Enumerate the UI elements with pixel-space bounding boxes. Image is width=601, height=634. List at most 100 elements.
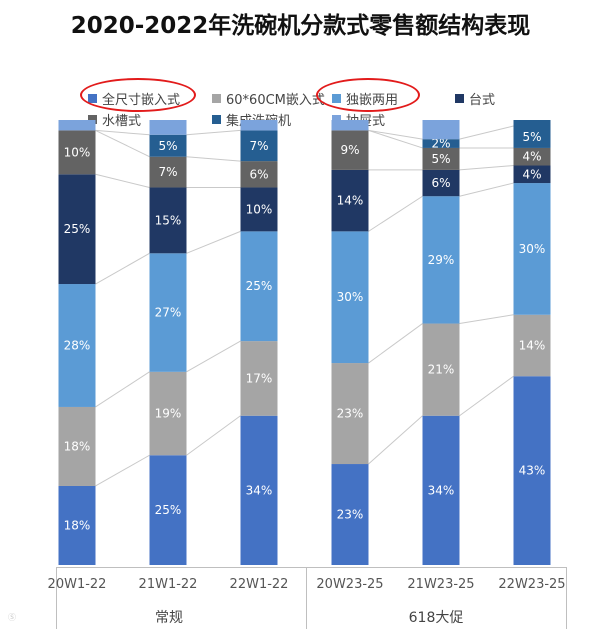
- data-label: 14%: [337, 194, 364, 208]
- data-label: 15%: [155, 213, 182, 227]
- data-label: 6%: [431, 176, 450, 190]
- connector-line: [459, 125, 514, 140]
- watermark: Ⓢ: [8, 613, 16, 622]
- bar-segment: [149, 134, 187, 157]
- connector-line: [95, 129, 150, 136]
- bar-segment: [149, 187, 187, 254]
- highlight-oval-full-size: [80, 78, 196, 112]
- data-label: 30%: [337, 290, 364, 304]
- data-label: 21%: [428, 363, 455, 377]
- bar-segment: [240, 161, 278, 188]
- connector-line: [186, 415, 241, 456]
- data-label: 10%: [64, 145, 91, 159]
- bar-segment: [240, 120, 278, 131]
- bar-segment: [331, 363, 369, 465]
- bar-segment: [149, 455, 187, 565]
- bar-segment: [422, 139, 460, 148]
- data-label: 19%: [155, 407, 182, 421]
- data-label: 5%: [431, 152, 450, 166]
- data-label: 25%: [64, 222, 91, 236]
- data-label: 14%: [519, 339, 546, 353]
- legend-label: 台式: [469, 93, 496, 108]
- data-label: 27%: [155, 306, 182, 320]
- bar-segment: [331, 464, 369, 565]
- bar-segment: [240, 130, 278, 162]
- connector-line: [368, 195, 423, 232]
- bar-segment: [240, 187, 278, 232]
- legend-swatch: [88, 115, 97, 124]
- connector-line: [368, 129, 423, 140]
- bar-segment: [149, 156, 187, 188]
- bar-segment: [422, 169, 460, 197]
- connector-line: [95, 173, 150, 188]
- bar-segment: [513, 165, 551, 184]
- legend-swatch: [212, 115, 221, 124]
- bar-segment: [58, 130, 96, 175]
- connector-line: [459, 165, 514, 171]
- connector-lines: [95, 125, 514, 487]
- bar-segment: [58, 120, 96, 131]
- legend-swatch: [212, 94, 221, 103]
- data-label: 9%: [340, 143, 359, 157]
- bar-segment: [58, 284, 96, 407]
- data-label: 2%: [431, 137, 450, 151]
- data-label: 5%: [522, 130, 541, 144]
- connector-line: [459, 314, 514, 325]
- bar-segment: [58, 485, 96, 565]
- data-label: 18%: [64, 518, 91, 532]
- chart-title: 2020-2022年洗碗机分款式零售额结构表现: [70, 13, 531, 39]
- bar-segment: [422, 196, 460, 324]
- data-label: 25%: [246, 279, 273, 293]
- legend-item-sink: 水槽式: [88, 110, 141, 129]
- bar-segment: [240, 231, 278, 342]
- bar-segment: [422, 415, 460, 565]
- data-label: 34%: [246, 483, 273, 497]
- legend-swatch: [332, 115, 341, 124]
- legend-label: 水槽式: [102, 114, 142, 129]
- connector-line: [459, 375, 514, 417]
- bar-segment: [58, 406, 96, 486]
- bar-segment: [331, 120, 369, 131]
- connector-line: [368, 323, 423, 364]
- data-label: 5%: [158, 139, 177, 153]
- bar-segment: [331, 231, 369, 364]
- legend-item-60x60: 60*60CM嵌入式: [212, 89, 325, 108]
- connector-line: [459, 182, 514, 197]
- data-label: 34%: [428, 483, 455, 497]
- connector-line: [186, 129, 241, 136]
- legend-label: 60*60CM嵌入式: [226, 93, 325, 108]
- bar-segment: [422, 147, 460, 170]
- connector-line: [95, 252, 150, 285]
- bar-segment: [422, 323, 460, 416]
- connector-line: [368, 415, 423, 465]
- data-label: 23%: [337, 508, 364, 522]
- bar-segment: [240, 341, 278, 416]
- data-label: 4%: [522, 167, 541, 181]
- connector-line: [186, 340, 241, 373]
- bar-segment: [58, 174, 96, 285]
- bar-segment: [149, 371, 187, 456]
- connector-line: [186, 230, 241, 254]
- bar-segment: [331, 169, 369, 232]
- data-label: 30%: [519, 242, 546, 256]
- data-label: 23%: [337, 407, 364, 421]
- highlight-oval-dual-use: [316, 78, 420, 112]
- data-label: 7%: [249, 139, 268, 153]
- bar-segment: [513, 314, 551, 377]
- connector-line: [95, 371, 150, 408]
- legend-swatch: [455, 94, 464, 103]
- bar-segment: [513, 183, 551, 315]
- connector-line: [186, 156, 241, 162]
- data-label: 17%: [246, 371, 273, 385]
- connector-line: [368, 129, 423, 149]
- connector-line: [95, 129, 150, 158]
- data-label: 18%: [64, 439, 91, 453]
- data-label: 28%: [64, 339, 91, 353]
- data-label: 43%: [519, 464, 546, 478]
- data-label: 10%: [246, 202, 273, 216]
- bar-segment: [513, 376, 551, 565]
- data-label: 7%: [158, 165, 177, 179]
- bar-segment: [422, 120, 460, 140]
- bar-segment: [149, 120, 187, 135]
